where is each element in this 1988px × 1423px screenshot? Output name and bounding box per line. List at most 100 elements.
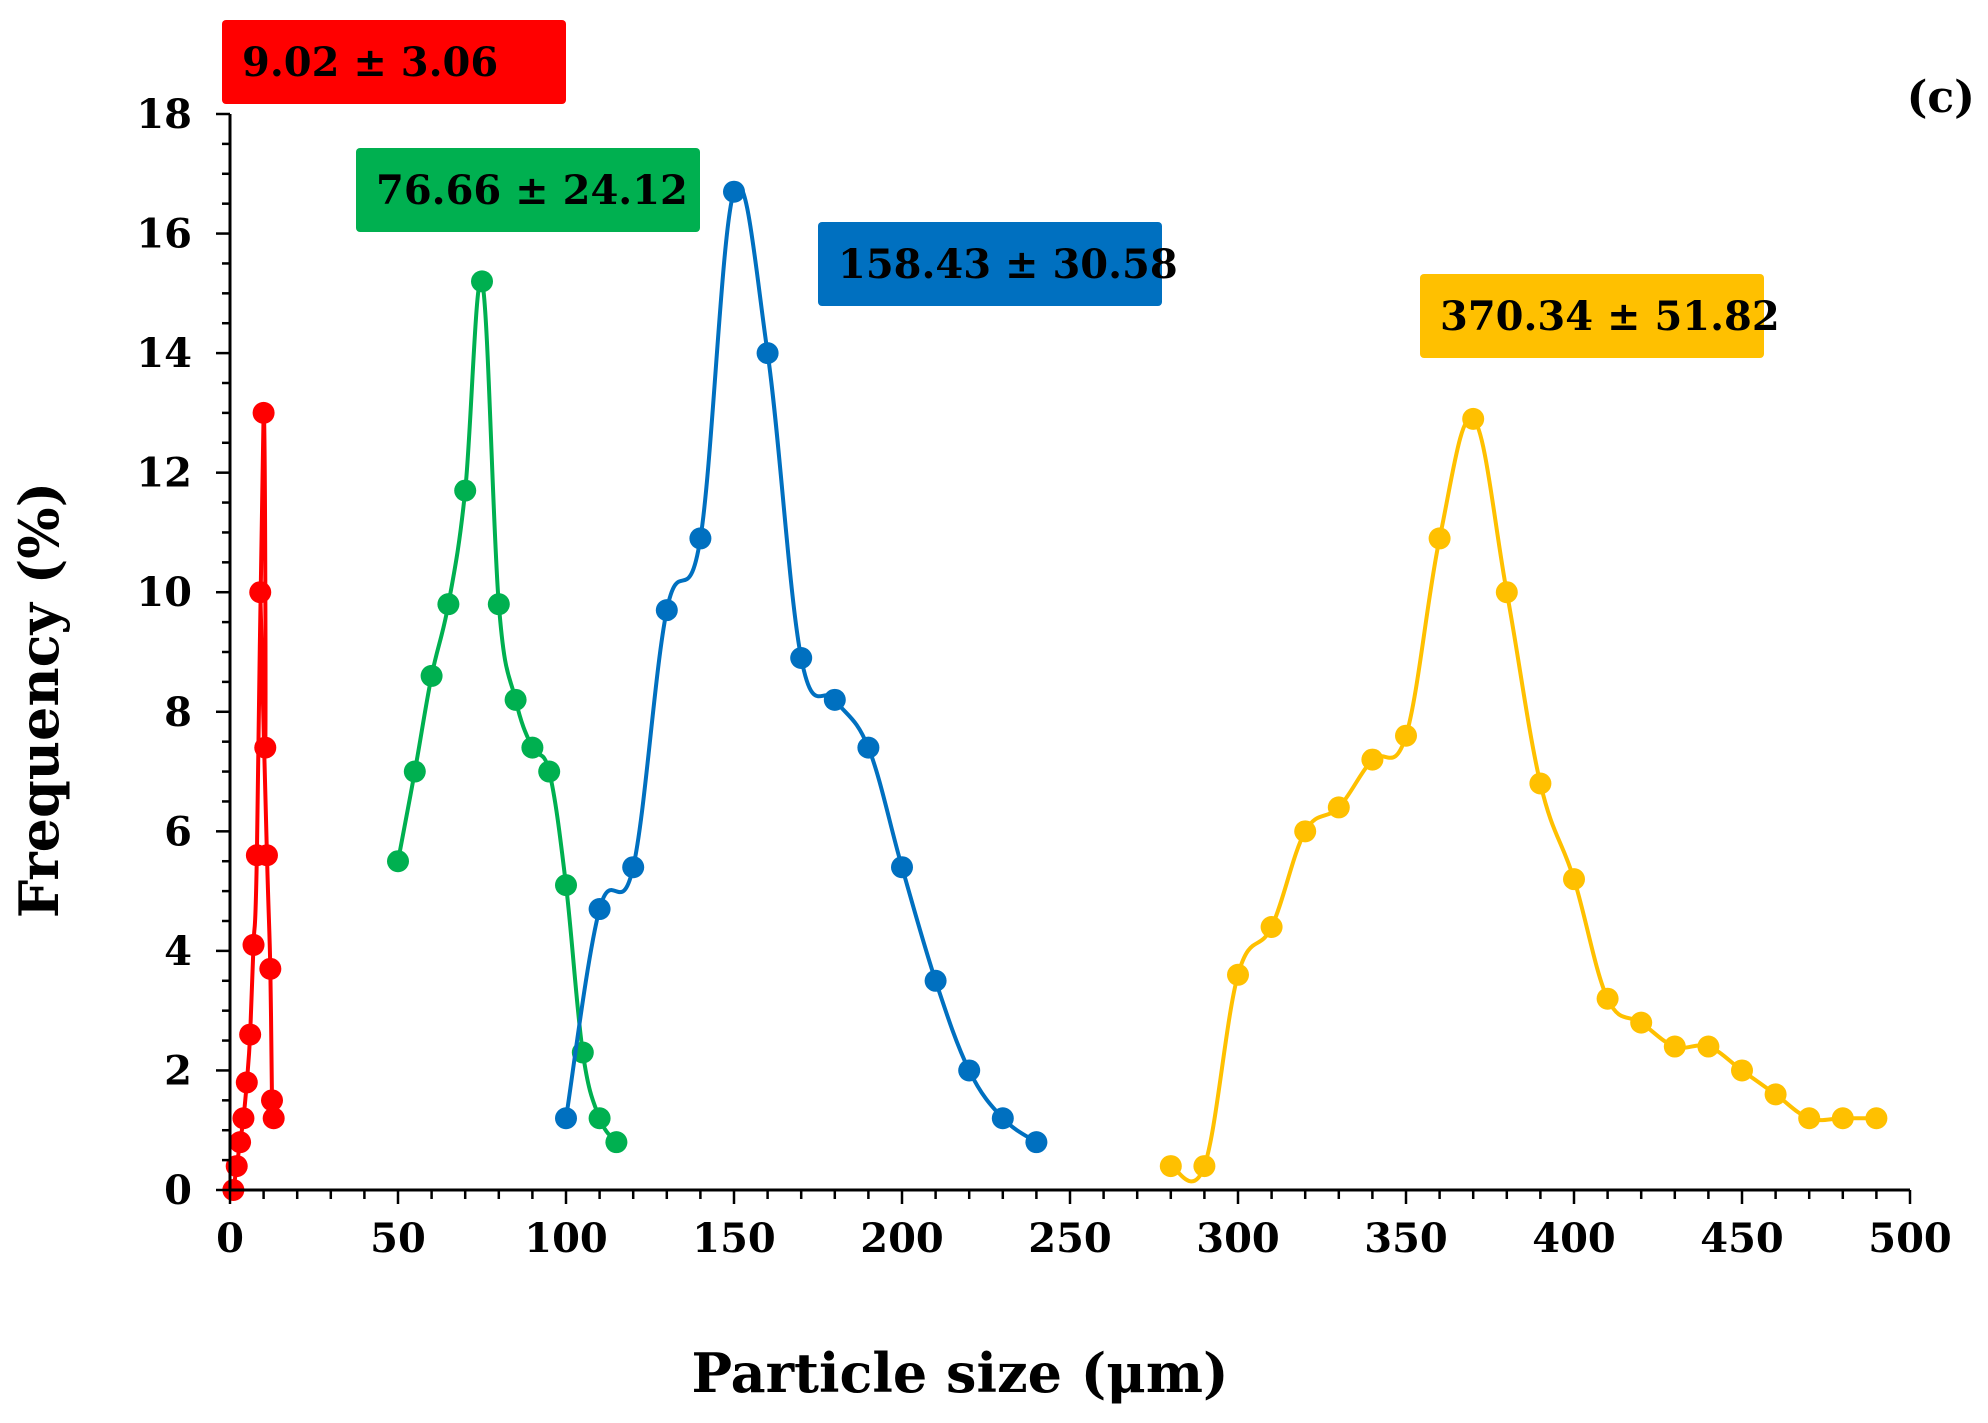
data-point-green <box>588 1107 611 1130</box>
data-point-yellow <box>1327 796 1350 819</box>
annotation-box-green <box>356 148 700 232</box>
data-point-yellow <box>1697 1035 1720 1058</box>
x-ticks: 0 50 100 150 200 250 300 350 400 450 500 <box>216 1190 1952 1262</box>
data-point-yellow <box>1260 915 1283 938</box>
series-green <box>387 270 628 1154</box>
data-point-blue <box>588 898 611 921</box>
y-ticks: 0 2 4 6 8 10 12 14 16 18 <box>136 91 230 1214</box>
annotation-box-red <box>222 20 566 104</box>
y-axis-title: Frequency (%) <box>7 482 71 918</box>
x-tick-label: 0 <box>216 1215 244 1262</box>
annotation-blue: 158.43 ± 30.58 <box>818 222 1178 306</box>
data-point-yellow <box>1831 1107 1854 1130</box>
data-point-blue <box>790 646 813 669</box>
y-tick-label: 16 <box>136 211 192 258</box>
x-tick-label: 150 <box>692 1215 776 1262</box>
data-point-green <box>387 850 409 873</box>
data-point-red <box>242 933 265 956</box>
data-point-blue <box>689 527 712 550</box>
annotation-label-red: 9.02 ± 3.06 <box>242 39 498 86</box>
data-point-blue <box>555 1107 577 1130</box>
x-tick-label: 100 <box>524 1215 608 1262</box>
y-tick-label: 0 <box>164 1167 192 1214</box>
data-point-green <box>487 593 510 616</box>
data-point-red <box>232 1107 255 1130</box>
y-tick-label: 8 <box>164 689 192 736</box>
data-point-yellow <box>1294 820 1317 843</box>
data-point-blue <box>756 342 779 365</box>
x-tick-label: 50 <box>370 1215 426 1262</box>
x-tick-label: 250 <box>1028 1215 1112 1262</box>
data-point-blue <box>823 688 846 711</box>
data-point-yellow <box>1731 1059 1753 1082</box>
data-point-blue <box>655 599 678 622</box>
data-point-green <box>437 593 460 616</box>
series-blue <box>555 180 1048 1154</box>
data-point-green <box>471 270 493 293</box>
data-point-green <box>605 1131 628 1154</box>
data-point-yellow <box>1159 1155 1182 1178</box>
data-point-yellow <box>1227 963 1249 986</box>
data-point-green <box>521 736 544 759</box>
x-tick-label: 450 <box>1700 1215 1784 1262</box>
data-point-yellow <box>1865 1107 1888 1130</box>
data-point-yellow <box>1596 987 1619 1010</box>
data-point-red <box>235 1071 258 1094</box>
data-point-yellow <box>1630 1011 1653 1034</box>
data-point-red <box>229 1131 252 1154</box>
series-layer <box>222 180 1888 1201</box>
y-tick-label: 10 <box>136 569 192 616</box>
data-point-yellow <box>1428 527 1451 550</box>
data-point-yellow <box>1798 1107 1821 1130</box>
series-yellow <box>1159 407 1888 1184</box>
data-point-green <box>403 760 426 783</box>
data-point-blue <box>857 736 880 759</box>
data-point-yellow <box>1462 407 1485 430</box>
data-point-blue <box>723 180 745 203</box>
y-tick-label: 18 <box>136 91 192 138</box>
data-point-red <box>254 736 277 759</box>
data-point-blue <box>924 969 947 992</box>
y-tick-label: 12 <box>136 450 192 497</box>
y-tick-label: 2 <box>164 1047 192 1094</box>
data-point-green <box>538 760 561 783</box>
series-line-red <box>231 410 276 1191</box>
data-point-green <box>504 688 527 711</box>
data-point-green <box>555 874 577 897</box>
data-point-yellow <box>1529 772 1552 795</box>
annotation-red: 9.02 ± 3.06 <box>222 20 566 104</box>
annotation-box-blue <box>818 222 1162 306</box>
x-tick-label: 300 <box>1196 1215 1280 1262</box>
data-point-yellow <box>1495 581 1518 604</box>
y-tick-label: 4 <box>164 928 192 975</box>
x-tick-label: 400 <box>1532 1215 1616 1262</box>
data-point-red <box>249 581 272 604</box>
data-point-yellow <box>1563 868 1585 891</box>
data-point-red <box>252 401 275 424</box>
series-line-blue <box>564 183 1038 1144</box>
series-red <box>222 401 285 1201</box>
series-line-green <box>396 277 619 1144</box>
x-tick-label: 200 <box>860 1215 944 1262</box>
data-point-red <box>259 957 282 980</box>
data-point-blue <box>958 1059 981 1082</box>
data-point-yellow <box>1193 1155 1216 1178</box>
annotations: 9.02 ± 3.06 76.66 ± 24.12 158.43 ± 30.58 37… <box>222 20 1780 358</box>
data-point-blue <box>991 1107 1014 1130</box>
annotation-label-yellow: 370.34 ± 51.82 <box>1440 293 1780 340</box>
data-point-red <box>255 844 278 867</box>
annotation-label-blue: 158.43 ± 30.58 <box>838 241 1178 288</box>
data-point-red <box>262 1107 285 1130</box>
data-point-yellow <box>1395 724 1417 747</box>
data-point-blue <box>1025 1131 1048 1154</box>
annotation-green: 76.66 ± 24.12 <box>356 148 700 232</box>
data-point-green <box>454 479 477 502</box>
annotation-box-yellow <box>1420 274 1764 358</box>
data-point-yellow <box>1361 748 1384 771</box>
x-tick-label: 500 <box>1868 1215 1952 1262</box>
panel-label: (c) <box>1907 72 1975 123</box>
y-tick-label: 14 <box>136 330 192 377</box>
data-point-green <box>420 664 443 687</box>
data-point-yellow <box>1764 1083 1787 1106</box>
